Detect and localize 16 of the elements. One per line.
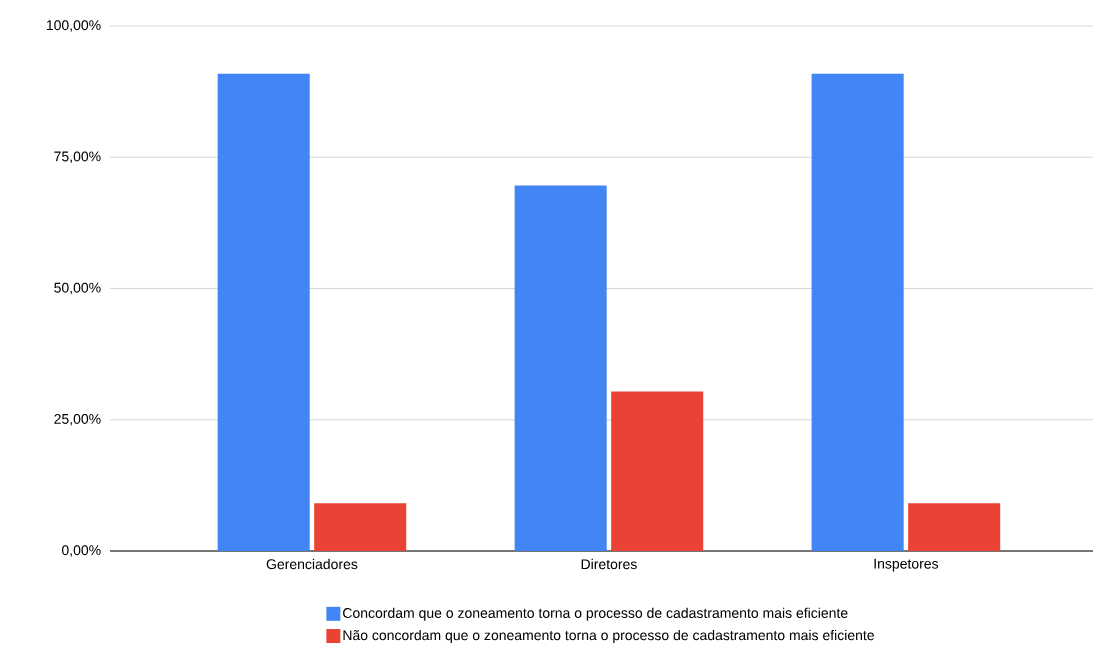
bar [514, 185, 607, 551]
legend-label: Não concordam que o zoneamento torna o processo de cadastramento mais eficiente [343, 629, 874, 643]
x-tick-label: Inspetores [874, 558, 939, 572]
y-tick-label: 25,00% [54, 413, 101, 426]
y-tick-label: 0,00% [61, 545, 101, 557]
bar [314, 503, 407, 551]
x-tick-label: Gerenciadores [266, 558, 358, 570]
bar [611, 391, 704, 551]
x-tick-label: Diretores [581, 558, 637, 570]
y-tick-label: 50,00% [54, 282, 101, 295]
bar [908, 503, 1001, 551]
legend-label: Concordam que o zoneamento torna o processo de cadastramento mais eficiente [343, 607, 848, 621]
bar [217, 73, 310, 551]
bar [811, 73, 904, 551]
y-tick-label: 75,00% [54, 151, 101, 164]
y-tick-label: 100,00% [46, 20, 101, 32]
